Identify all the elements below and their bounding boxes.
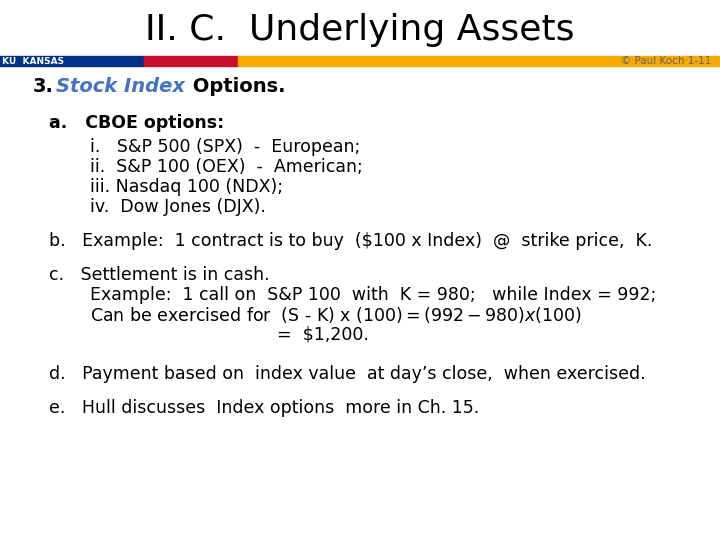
Text: iii. Nasdaq 100 (NDX);: iii. Nasdaq 100 (NDX);: [90, 178, 283, 196]
Text: a.   CBOE options:: a. CBOE options:: [49, 113, 224, 132]
Text: ii.  S&P 100 (OEX)  -  American;: ii. S&P 100 (OEX) - American;: [90, 158, 363, 176]
Text: e.   Hull discusses  Index options  more in Ch. 15.: e. Hull discusses Index options more in …: [49, 399, 480, 417]
Bar: [238, 56, 720, 66]
Text: KU  KANSAS: KU KANSAS: [2, 57, 64, 65]
Text: d.   Payment based on  index value  at day’s close,  when exercised.: d. Payment based on index value at day’s…: [49, 364, 646, 383]
Text: © Paul Koch 1-11: © Paul Koch 1-11: [621, 56, 711, 66]
Bar: [144, 56, 238, 66]
Text: iv.  Dow Jones (DJX).: iv. Dow Jones (DJX).: [90, 198, 266, 216]
Text: Stock Index: Stock Index: [56, 77, 185, 96]
Text: i.   S&P 500 (SPX)  -  European;: i. S&P 500 (SPX) - European;: [90, 138, 360, 156]
Text: 3.: 3.: [32, 77, 53, 96]
Text: Can be exercised for  (S - K) x ($100)  =  (992 - 980) x ($100): Can be exercised for (S - K) x ($100) = …: [90, 305, 582, 325]
Text: Options.: Options.: [186, 77, 285, 96]
Text: =  $1,200.: = $1,200.: [277, 326, 369, 344]
Text: Example:  1 call on  S&P 100  with  K = 980;   while Index = 992;: Example: 1 call on S&P 100 with K = 980;…: [90, 286, 656, 304]
Bar: [0, 56, 144, 66]
Text: II. C.  Underlying Assets: II. C. Underlying Assets: [145, 13, 575, 46]
Text: c.   Settlement is in cash.: c. Settlement is in cash.: [49, 266, 269, 284]
Text: b.   Example:  1 contract is to buy  ($100 x Index)  @  strike price,  K.: b. Example: 1 contract is to buy ($100 x…: [49, 232, 652, 250]
